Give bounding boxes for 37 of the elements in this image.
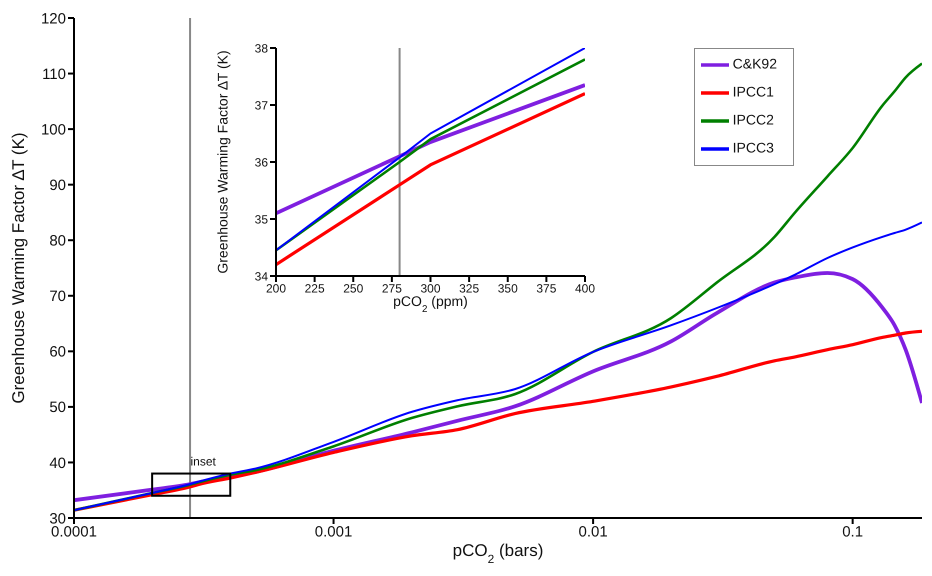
x-tick-label: 325 xyxy=(459,282,480,296)
x-axis-title: pCO$_{2}$ (bars) xyxy=(452,541,544,566)
y-tick-label: 37 xyxy=(254,98,268,112)
x-tick-label: 350 xyxy=(498,282,518,296)
x-tick-label: 0.001 xyxy=(314,524,352,541)
y-tick-label: 70 xyxy=(49,288,66,306)
x-tick-label: 0.01 xyxy=(578,524,608,541)
legend-label: IPCC3 xyxy=(732,140,774,156)
legend-label: IPCC2 xyxy=(732,112,774,128)
y-tick-label: 38 xyxy=(254,41,268,56)
x-tick-label: 0.1 xyxy=(842,524,864,541)
y-tick-label: 36 xyxy=(254,155,268,170)
x-tick-label: 225 xyxy=(304,282,325,296)
y-tick-label: 90 xyxy=(49,176,66,194)
y-tick-label: 110 xyxy=(42,66,66,83)
y-axis-title: Greenhouse Warming Factor ∆T (K) xyxy=(214,50,231,274)
y-tick-label: 50 xyxy=(49,399,66,416)
y-tick-label: 120 xyxy=(40,10,66,28)
line-series xyxy=(276,83,585,216)
x-tick-label: 275 xyxy=(382,282,402,296)
x-tick-label: 250 xyxy=(343,282,364,296)
legend-label: C&K92 xyxy=(732,56,777,72)
x-tick-label: 400 xyxy=(574,282,596,296)
y-tick-label: 80 xyxy=(49,232,66,250)
y-tick-label: 100 xyxy=(40,121,66,138)
x-tick-label: 375 xyxy=(536,282,557,296)
x-tick-label: 300 xyxy=(420,282,441,296)
x-axis-title: pCO$_{2}$ (ppm) xyxy=(393,293,468,314)
y-axis-title: Greenhouse Warming Factor ∆T (K) xyxy=(9,132,28,404)
y-tick-label: 60 xyxy=(49,344,66,361)
y-tick-label: 35 xyxy=(254,212,268,226)
x-tick-label: 200 xyxy=(266,282,286,296)
y-tick-label: 34 xyxy=(254,269,268,284)
y-tick-label: 40 xyxy=(49,454,66,472)
legend-label: IPCC1 xyxy=(732,84,774,100)
line-series xyxy=(276,92,585,266)
annotation: inset xyxy=(190,454,217,469)
